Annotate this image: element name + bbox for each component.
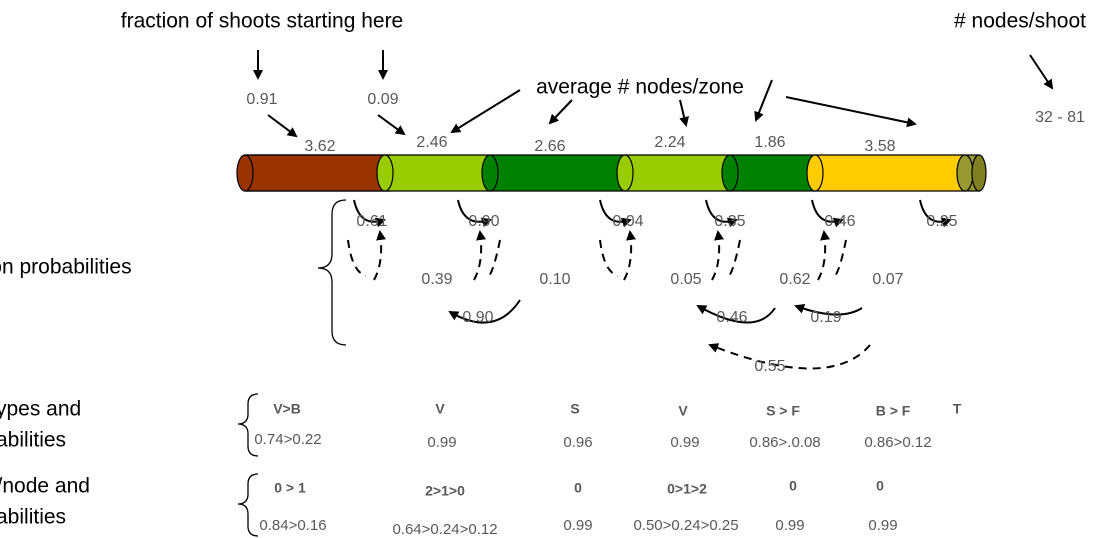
label: V (435, 401, 445, 417)
label: 0 (876, 478, 884, 494)
label: 1.86 (754, 134, 785, 151)
label: 0.91 (246, 91, 277, 108)
arrows (253, 50, 1054, 370)
label: 0.62 (779, 271, 810, 288)
label: 0 (574, 480, 582, 496)
label: 2.46 (416, 134, 447, 151)
label: zone types and (0, 398, 81, 421)
label: probabilities (0, 506, 66, 529)
label: 0.90 (468, 213, 499, 230)
label: 2.66 (534, 138, 565, 155)
label: 2.24 (654, 134, 685, 151)
label: 0.86>.0.08 (749, 434, 820, 451)
label: 0.96 (563, 434, 592, 451)
label: 0.10 (539, 271, 570, 288)
label: B > F (876, 403, 911, 419)
label: 3.58 (864, 138, 895, 155)
label: V (678, 403, 688, 419)
label: 0 (789, 478, 797, 494)
label: average # nodes/zone (536, 76, 744, 99)
label: 0.46 (824, 213, 855, 230)
label: 0.74>0.22 (254, 431, 321, 448)
label: 0.90 (462, 309, 493, 326)
label: transition probabilities (0, 256, 132, 279)
label: 0.99 (563, 517, 592, 534)
label: 0.61 (356, 213, 387, 230)
label: fraction of shoots starting here (121, 10, 404, 33)
label: V>B (273, 401, 301, 417)
label: 0 > 1 (274, 480, 306, 496)
label: 0.99 (427, 434, 456, 451)
label: 0.99 (670, 434, 699, 451)
label: 32 - 81 (1035, 109, 1085, 126)
label: 0.64>0.24>0.12 (392, 521, 497, 538)
label: 0.39 (421, 271, 452, 288)
label: 3.62 (304, 138, 335, 155)
label: 0.50>0.24>0.25 (633, 517, 738, 534)
label: flowers/node and (0, 475, 90, 498)
braces (237, 199, 347, 537)
label: S > F (766, 403, 800, 419)
label: 0>1>2 (667, 481, 707, 497)
label: 0.04 (612, 213, 643, 230)
label: # nodes/shoot (954, 10, 1086, 33)
label: 0.07 (872, 271, 903, 288)
label: 0.05 (670, 271, 701, 288)
label: 0.09 (367, 91, 398, 108)
label: S (570, 401, 579, 417)
label: 0.86>0.12 (864, 434, 931, 451)
label: 0.99 (775, 517, 804, 534)
label: 0.55 (754, 358, 785, 375)
label: 0.25 (926, 213, 957, 230)
label: 0.84>0.16 (259, 517, 326, 534)
cylinder (236, 154, 987, 192)
label: 0.99 (868, 517, 897, 534)
label: 0.35 (714, 213, 745, 230)
label: 2>1>0 (425, 483, 465, 499)
label: probabilities (0, 429, 66, 452)
label: 0.46 (716, 309, 747, 326)
label: 0.19 (810, 309, 841, 326)
label: T (953, 401, 962, 417)
